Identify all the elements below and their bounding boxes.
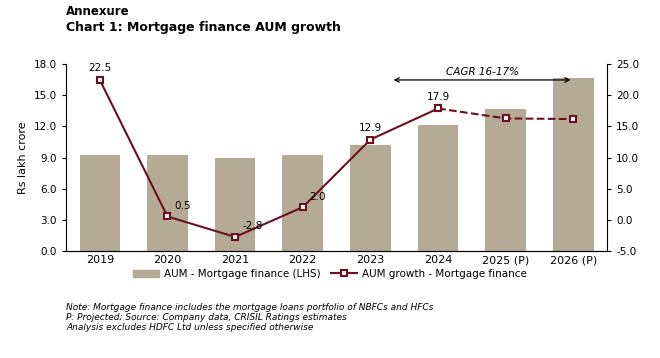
Text: Note: Mortgage finance includes the mortgage loans portfolio of NBFCs and HFCs
P: Note: Mortgage finance includes the mort… xyxy=(66,303,434,332)
Bar xyxy=(350,145,391,251)
Text: 17.9: 17.9 xyxy=(426,92,449,102)
Text: Chart 1: Mortgage finance AUM growth: Chart 1: Mortgage finance AUM growth xyxy=(66,21,341,34)
Legend: AUM - Mortgage finance (LHS), AUM growth - Mortgage finance: AUM - Mortgage finance (LHS), AUM growth… xyxy=(129,265,531,283)
Y-axis label: Rs lakh crore: Rs lakh crore xyxy=(18,121,28,194)
Text: 0.5: 0.5 xyxy=(174,201,191,211)
Text: Annexure: Annexure xyxy=(66,5,129,18)
Bar xyxy=(147,155,187,251)
Text: 12.9: 12.9 xyxy=(359,122,382,132)
Bar xyxy=(553,78,593,251)
Text: CAGR 16-17%: CAGR 16-17% xyxy=(446,67,519,77)
Bar xyxy=(418,125,458,251)
Bar xyxy=(79,155,120,251)
Text: 22.5: 22.5 xyxy=(88,63,112,73)
Bar xyxy=(485,109,526,251)
Text: 2.0: 2.0 xyxy=(310,192,326,202)
Text: -2.8: -2.8 xyxy=(242,221,263,231)
Bar xyxy=(214,158,255,251)
Bar xyxy=(282,155,323,251)
